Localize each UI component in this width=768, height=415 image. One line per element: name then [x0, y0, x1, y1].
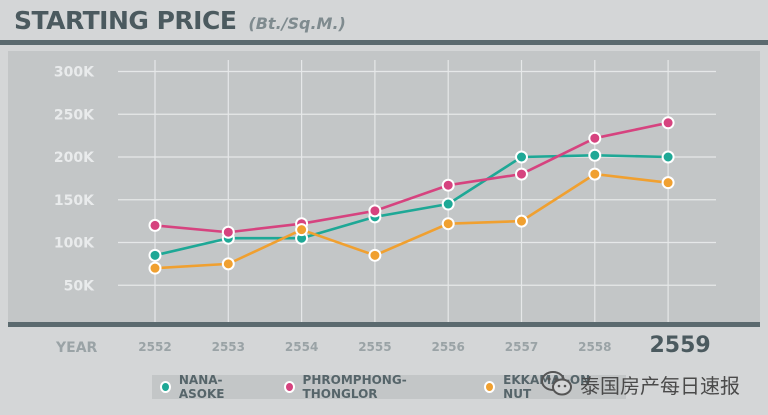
x-tick-label: 2559 [649, 333, 710, 358]
wechat-icon [540, 369, 574, 399]
legend-swatch [160, 381, 171, 393]
x-tick-label: 2553 [212, 340, 245, 354]
data-point [368, 248, 382, 262]
y-tick-label: 100K [54, 236, 95, 252]
data-point [221, 225, 235, 239]
series-group [148, 116, 675, 275]
data-point [295, 223, 309, 237]
legend-item: PHROMPHONG-THONGLOR [283, 373, 457, 401]
y-tick-label: 250K [54, 107, 95, 123]
series-line-ekkamai-on-nut [154, 172, 669, 270]
data-point [441, 178, 455, 192]
x-tick-label: 2554 [285, 340, 318, 354]
y-axis: 50K 100K 150K 200K 250K 300K [54, 65, 95, 295]
data-point [588, 167, 602, 181]
data-point [368, 204, 382, 218]
watermark-text: 泰国房产每日速报 [580, 373, 740, 398]
x-axis: 2552 2553 2554 2555 2556 2557 2558 2559 YEAR [55, 333, 711, 358]
legend-item: NANA-ASOKE [160, 373, 256, 401]
data-point [148, 261, 162, 275]
x-tick-label: 2557 [505, 340, 538, 354]
legend-swatch [484, 381, 496, 393]
watermark: 泰国房产每日速报 [540, 366, 740, 402]
x-tick-label: 2558 [578, 340, 611, 354]
data-point [515, 214, 528, 228]
data-point [148, 248, 162, 262]
data-point [515, 150, 528, 164]
y-tick-label: 150K [54, 193, 95, 209]
chart-subtitle: (Bt./Sq.M.) [248, 14, 346, 33]
data-point [661, 176, 675, 190]
data-point [661, 150, 675, 164]
data-point [588, 131, 602, 145]
x-tick-label: 2556 [431, 340, 464, 354]
series-line-nana-asoke [154, 153, 669, 257]
x-tick-label: 2552 [138, 340, 171, 354]
chart-title: STARTING PRICE [14, 6, 237, 35]
x-axis-label: YEAR [55, 340, 98, 356]
data-point [588, 148, 602, 162]
data-point [221, 257, 235, 271]
title-block: STARTING PRICE (Bt./Sq.M.) [14, 6, 346, 40]
plot-background [8, 51, 760, 327]
y-tick-label: 300K [54, 65, 95, 81]
y-tick-label: 200K [54, 150, 95, 166]
data-point [441, 197, 455, 211]
y-tick-label: 50K [64, 278, 95, 294]
legend-swatch [283, 381, 295, 393]
data-point [441, 217, 455, 231]
series-line-phromphong-thonglor [154, 121, 669, 234]
top-rule [0, 40, 768, 45]
legend-label: NANA-ASOKE [178, 373, 225, 401]
legend-label: PHROMPHONG-THONGLOR [302, 373, 407, 401]
legend: NANA-ASOKE PHROMPHONG-THONGLOR EKKAMAI-ON … [152, 373, 626, 401]
bottom-rule [8, 322, 760, 327]
grid [118, 60, 716, 322]
data-point [661, 116, 675, 130]
x-tick-label: 2555 [358, 340, 391, 354]
data-point [148, 218, 162, 232]
data-point [515, 167, 528, 181]
